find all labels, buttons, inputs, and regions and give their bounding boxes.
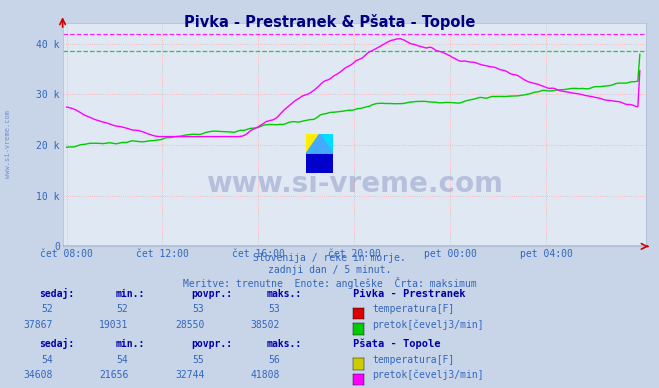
Text: min.:: min.: [115,339,145,349]
Polygon shape [306,153,333,173]
Text: 38502: 38502 [250,320,280,330]
Text: 53: 53 [192,304,204,314]
Text: Meritve: trenutne  Enote: angleške  Črta: maksimum: Meritve: trenutne Enote: angleške Črta: … [183,277,476,289]
Polygon shape [306,134,333,153]
Text: www.si-vreme.com: www.si-vreme.com [5,109,11,178]
Text: sedaj:: sedaj: [40,338,74,349]
Text: temperatura[F]: temperatura[F] [372,304,455,314]
Text: pretok[čevelj3/min]: pretok[čevelj3/min] [372,370,484,380]
Text: Pivka - Prestranek: Pivka - Prestranek [353,289,465,299]
Text: 34608: 34608 [23,370,53,380]
Text: temperatura[F]: temperatura[F] [372,355,455,365]
Text: 21656: 21656 [99,370,129,380]
Polygon shape [306,134,320,153]
Text: 54: 54 [41,355,53,365]
Text: 19031: 19031 [99,320,129,330]
Text: maks.:: maks.: [267,339,302,349]
Text: 28550: 28550 [175,320,204,330]
Text: 52: 52 [117,304,129,314]
Text: Pšata - Topole: Pšata - Topole [353,339,440,349]
Text: Pivka - Prestranek & Pšata - Topole: Pivka - Prestranek & Pšata - Topole [184,14,475,29]
Text: povpr.:: povpr.: [191,339,232,349]
Text: 32744: 32744 [175,370,204,380]
Text: maks.:: maks.: [267,289,302,299]
Text: 53: 53 [268,304,280,314]
Text: 52: 52 [41,304,53,314]
Text: min.:: min.: [115,289,145,299]
Text: www.si-vreme.com: www.si-vreme.com [206,170,503,198]
Text: pretok[čevelj3/min]: pretok[čevelj3/min] [372,319,484,330]
Text: Slovenija / reke in morje.: Slovenija / reke in morje. [253,253,406,263]
Text: zadnji dan / 5 minut.: zadnji dan / 5 minut. [268,265,391,275]
Text: 55: 55 [192,355,204,365]
Text: 56: 56 [268,355,280,365]
Text: sedaj:: sedaj: [40,288,74,299]
Text: 37867: 37867 [23,320,53,330]
Text: 54: 54 [117,355,129,365]
Text: 41808: 41808 [250,370,280,380]
Polygon shape [320,134,333,153]
Text: povpr.:: povpr.: [191,289,232,299]
